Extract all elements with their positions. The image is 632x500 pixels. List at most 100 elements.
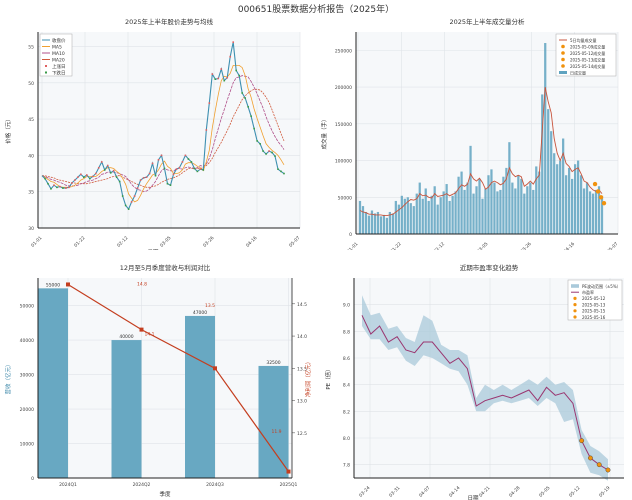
- volume-bar: [565, 175, 568, 234]
- volume-bar: [406, 197, 409, 234]
- down-day-marker: [89, 177, 91, 180]
- volume-bar: [376, 211, 380, 234]
- up-day-marker: [136, 187, 139, 189]
- up-day-marker: [226, 76, 229, 79]
- revenue-profit-chart: 12月至5月季度营收与利润对比 0 10000 20000 30000 40000 5000…: [4, 263, 312, 498]
- volume-bar: [412, 206, 415, 234]
- x-axis-label: 季度: [159, 490, 171, 498]
- up-day-marker: [178, 166, 181, 169]
- legend-label: 2025-05-12: [582, 296, 606, 301]
- chart-title: 2025年上半年成交量分析: [449, 17, 525, 26]
- y-tick-label: 40: [28, 153, 34, 159]
- volume-bar: [487, 175, 490, 234]
- down-day-marker: [253, 127, 255, 130]
- up-day-marker: [199, 168, 202, 170]
- up-day-marker: [80, 173, 82, 176]
- up-day-marker: [184, 154, 187, 157]
- volume-bar: [364, 211, 368, 234]
- x-tick-label: 03-24: [358, 485, 372, 499]
- down-day-marker: [50, 188, 52, 190]
- volume-bar: [588, 191, 592, 234]
- y-tick-label: 20000: [20, 407, 34, 413]
- legend-label: MA10: [52, 51, 65, 57]
- x-tick-label: 01-01: [346, 241, 360, 250]
- volume-chart: 2025年上半年成交量分析 0 50000 100000 150000 200000 250…: [320, 17, 620, 250]
- down-day-marker: [259, 142, 261, 145]
- up-day-marker: [160, 154, 163, 157]
- volume-bar: [502, 176, 505, 234]
- y-tick-label: 8.4: [343, 383, 350, 389]
- legend-label: 2025-05-12成交量: [570, 50, 605, 56]
- down-day-marker: [166, 182, 169, 185]
- up-day-marker: [94, 172, 97, 175]
- up-day-marker: [86, 174, 88, 176]
- legend-label: 5日均量成交量: [570, 37, 597, 43]
- volume-bar: [529, 182, 532, 234]
- volume-bar: [409, 203, 412, 234]
- legend-label: 2025-05-15: [582, 309, 606, 314]
- x-tick-label: 04-16: [245, 235, 259, 249]
- y-tick-label: 8.8: [343, 329, 350, 335]
- profit-value-label: 14.8: [137, 281, 147, 287]
- volume-bar: [550, 131, 553, 234]
- volume-bar: [421, 198, 424, 234]
- pe-trend-chart: 近期市盈率变化趋势 7.8 8.0 8.2 8.4 8.6 8.8 9.0 03-24 03-31…: [324, 263, 624, 500]
- volume-bar: [523, 193, 526, 234]
- x-tick-label: 05-07: [606, 241, 620, 250]
- volume-bar: [582, 188, 586, 234]
- y-tick-label: 55: [28, 45, 34, 51]
- volume-bar: [424, 188, 427, 234]
- up-day-marker: [133, 195, 136, 197]
- y-tick-label: 200000: [335, 85, 352, 91]
- bar-value-label: 32500: [266, 360, 280, 366]
- revenue-bar: [185, 315, 215, 478]
- x-tick-label: 03-26: [519, 241, 533, 250]
- x-axis-label: 日期: [147, 249, 159, 250]
- volume-bar: [532, 189, 535, 234]
- volume-bar: [457, 176, 460, 234]
- volume-bar: [562, 138, 565, 234]
- y-tick-label: 50: [28, 81, 34, 87]
- down-day-marker: [202, 169, 205, 171]
- down-day-marker: [280, 170, 282, 173]
- down-day-marker: [83, 176, 85, 178]
- volume-bar: [445, 184, 448, 234]
- up-day-marker: [181, 161, 184, 163]
- up-day-marker: [112, 169, 115, 172]
- volume-bar: [388, 211, 391, 234]
- volume-bar: [397, 204, 400, 234]
- up-day-marker: [53, 184, 55, 186]
- x-tick-label: 03-05: [159, 235, 173, 249]
- down-day-marker: [277, 168, 279, 170]
- down-day-marker: [244, 97, 246, 99]
- x-axis-label: 日期: [467, 495, 479, 500]
- ma10-line: [41, 75, 285, 193]
- y-axis-label: 营收（亿元）: [4, 361, 12, 394]
- volume-bar: [576, 160, 580, 234]
- y2-tick-label: 13.5: [297, 366, 307, 372]
- up-day-marker: [59, 185, 61, 188]
- x-tick-label: 02-12: [116, 235, 130, 249]
- bar-value-label: 55000: [46, 282, 60, 288]
- volume-bar: [418, 182, 421, 234]
- volume-bar: [430, 195, 433, 234]
- volume-bar: [517, 175, 520, 234]
- profit-value-label: 14.1: [144, 332, 154, 338]
- volume-bar: [373, 213, 377, 234]
- y-tick-label: 250000: [335, 48, 352, 54]
- x-tick-label: 03-05: [476, 241, 490, 250]
- up-day-marker: [220, 68, 223, 70]
- y-tick-label: 10000: [20, 442, 34, 448]
- y-tick-label: 0: [31, 476, 34, 482]
- down-day-marker: [47, 182, 49, 185]
- down-day-marker: [196, 170, 199, 173]
- down-day-marker: [214, 78, 217, 80]
- down-day-marker: [190, 161, 193, 163]
- volume-bar: [394, 200, 397, 234]
- y-tick-label: 0: [349, 232, 352, 238]
- volume-bar: [597, 186, 601, 234]
- profit-marker: [286, 469, 291, 474]
- down-day-marker: [118, 180, 121, 183]
- down-day-marker: [44, 177, 46, 180]
- volume-bar: [403, 198, 406, 234]
